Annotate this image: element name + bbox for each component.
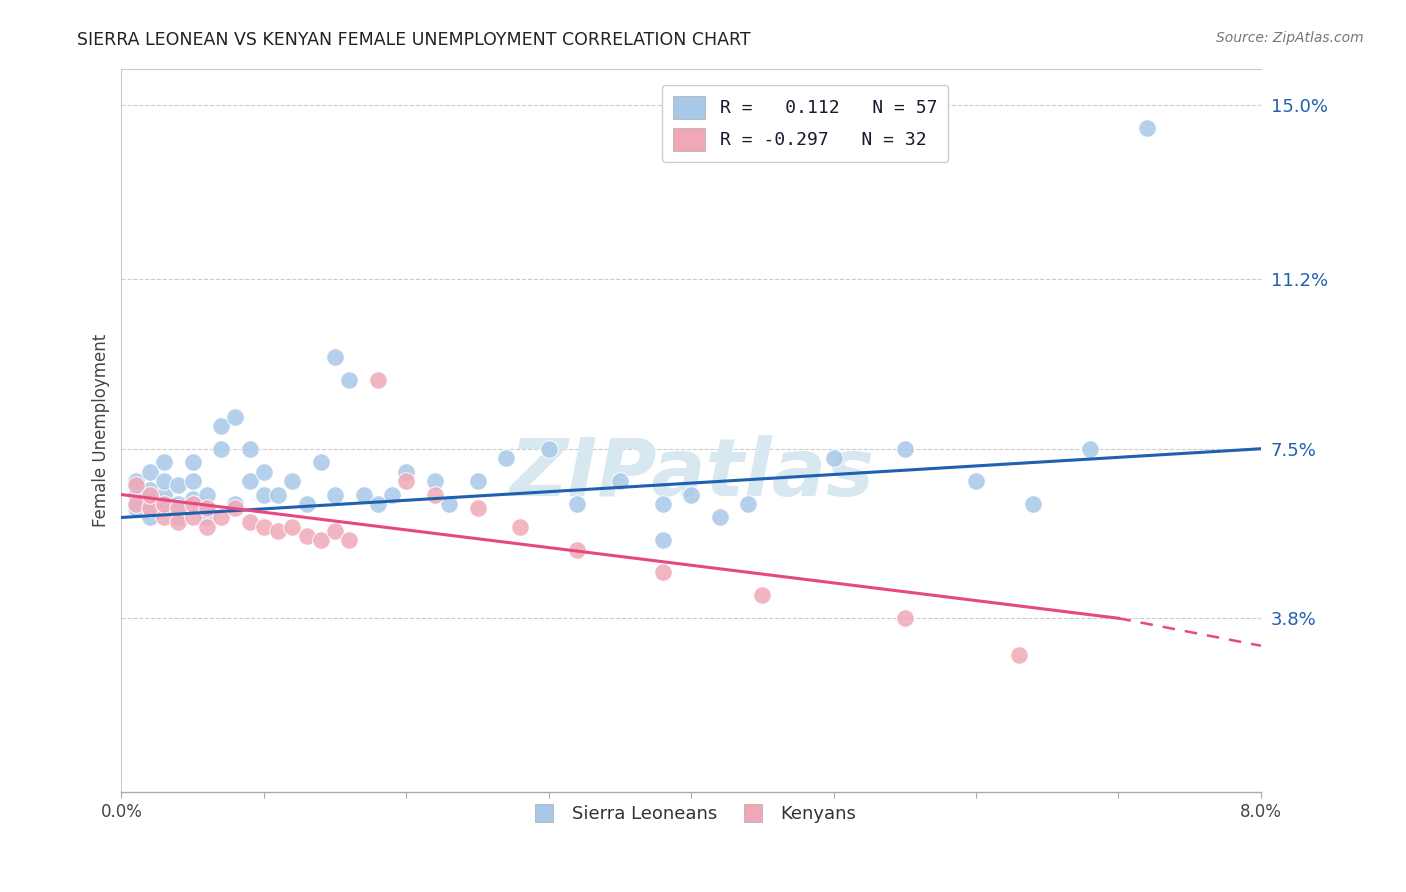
Point [153,455,176,469]
Point [181,497,204,511]
Point [125,487,148,501]
Point [195,501,218,516]
Point [181,492,204,507]
Point [567,542,589,557]
Point [139,510,162,524]
Point [353,487,375,501]
Point [395,465,418,479]
Point [281,474,304,488]
Point [509,519,531,533]
Point [167,501,190,516]
Point [195,519,218,533]
Point [367,373,389,387]
Text: Source: ZipAtlas.com: Source: ZipAtlas.com [1216,31,1364,45]
Point [167,515,190,529]
Point [153,474,176,488]
Point [167,497,190,511]
Text: ZIPatlas: ZIPatlas [509,434,873,513]
Point [153,510,176,524]
Point [609,474,631,488]
Point [467,474,489,488]
Point [224,501,246,516]
Point [651,533,673,548]
Point [423,474,446,488]
Point [894,442,917,456]
Point [239,442,262,456]
Point [195,501,218,516]
Point [209,418,232,433]
Point [224,409,246,424]
Point [125,478,148,492]
Point [681,487,703,501]
Point [239,515,262,529]
Point [139,483,162,497]
Point [295,529,318,543]
Legend: Sierra Leoneans, Kenyans: Sierra Leoneans, Kenyans [519,798,863,830]
Point [267,524,290,539]
Point [467,501,489,516]
Point [295,497,318,511]
Point [437,497,460,511]
Point [323,487,346,501]
Point [823,450,845,465]
Point [153,487,176,501]
Point [195,487,218,501]
Point [195,510,218,524]
Point [709,510,731,524]
Point [139,497,162,511]
Point [125,474,148,488]
Point [181,455,204,469]
Point [423,487,446,501]
Point [253,465,276,479]
Point [337,533,360,548]
Point [495,450,517,465]
Point [209,442,232,456]
Point [267,487,290,501]
Point [167,478,190,492]
Point [224,497,246,511]
Point [751,588,773,602]
Point [153,501,176,516]
Text: SIERRA LEONEAN VS KENYAN FEMALE UNEMPLOYMENT CORRELATION CHART: SIERRA LEONEAN VS KENYAN FEMALE UNEMPLOY… [77,31,751,49]
Point [894,611,917,625]
Point [281,519,304,533]
Point [153,497,176,511]
Point [181,510,204,524]
Point [1136,121,1159,136]
Point [367,497,389,511]
Point [965,474,987,488]
Point [1022,497,1045,511]
Point [239,474,262,488]
Point [323,524,346,539]
Point [337,373,360,387]
Point [651,566,673,580]
Point [1078,442,1101,456]
Point [139,501,162,516]
Point [323,350,346,364]
Point [537,442,560,456]
Point [381,487,404,501]
Point [309,455,332,469]
Point [125,497,148,511]
Point [167,510,190,524]
Point [567,497,589,511]
Point [395,474,418,488]
Point [209,510,232,524]
Y-axis label: Female Unemployment: Female Unemployment [93,334,110,527]
Point [253,487,276,501]
Point [125,501,148,516]
Point [309,533,332,548]
Point [737,497,759,511]
Point [651,497,673,511]
Point [139,487,162,501]
Point [1008,648,1031,662]
Point [181,474,204,488]
Point [139,465,162,479]
Point [253,519,276,533]
